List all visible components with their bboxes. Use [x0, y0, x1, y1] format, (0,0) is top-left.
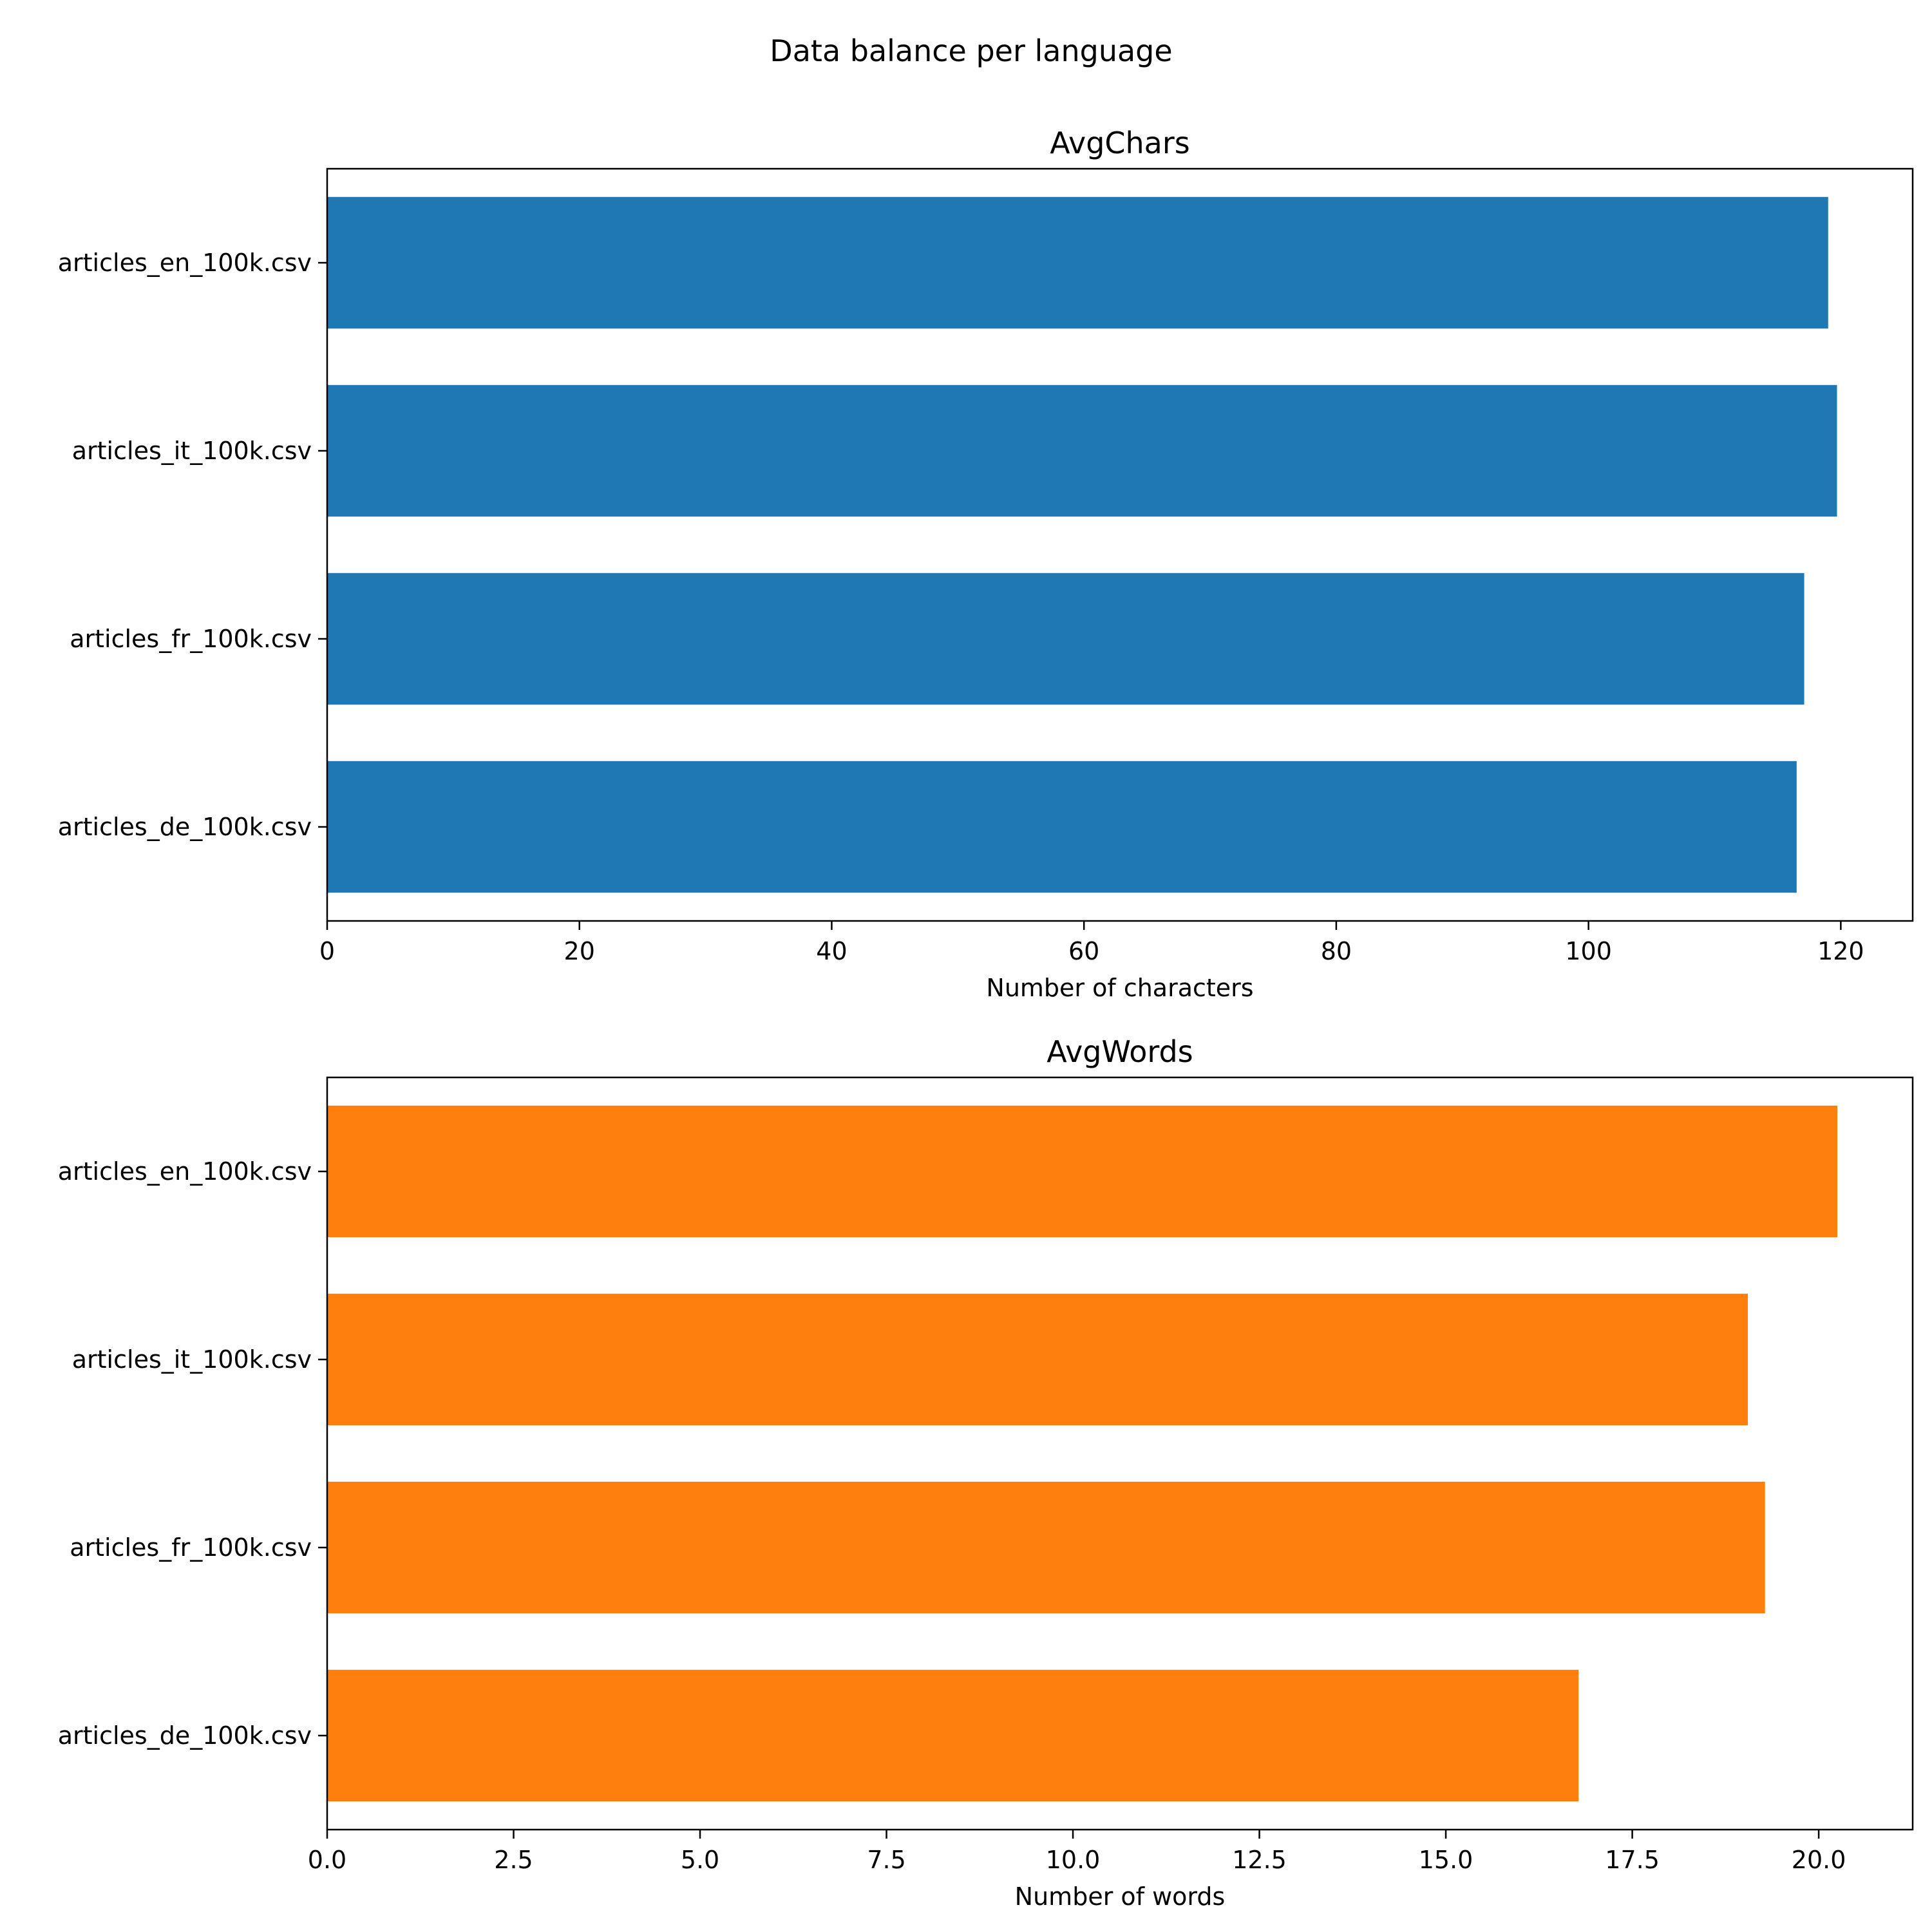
subplot-2: AvgWords articles_en_100k.csv articles_it_… — [58, 1034, 1914, 1911]
x-axis-label: Number of words — [1015, 1882, 1226, 1911]
bar — [327, 196, 1828, 329]
x-tick-label: 17.5 — [1605, 1846, 1660, 1874]
figure-suptitle: Data balance per language — [770, 33, 1172, 68]
x-tick-label: 12.5 — [1232, 1846, 1287, 1874]
x-tick-label: 5.0 — [681, 1846, 719, 1874]
x-tick-label: 120 — [1817, 937, 1864, 965]
y-tick-label: articles_de_100k.csv — [58, 813, 312, 841]
subplot-title: AvgChars — [1050, 126, 1190, 160]
bar — [327, 1293, 1748, 1426]
x-axis-label: Number of characters — [986, 974, 1253, 1002]
x-tick-label: 20.0 — [1792, 1846, 1846, 1874]
bar — [327, 761, 1797, 893]
x-tick-label: 40 — [816, 937, 847, 965]
y-tick-label: articles_fr_100k.csv — [70, 1533, 312, 1562]
y-tick-label: articles_en_100k.csv — [58, 1157, 312, 1186]
y-tick-label: articles_de_100k.csv — [58, 1721, 312, 1750]
x-tick-label: 20 — [564, 937, 595, 965]
x-tick-label: 2.5 — [494, 1846, 533, 1874]
subplot-1: AvgChars articles_en_100k.csv articles_it_… — [58, 126, 1914, 1002]
plot-frame — [326, 167, 1914, 922]
x-tick-label: 15.0 — [1419, 1846, 1473, 1874]
y-tick-label: articles_fr_100k.csv — [70, 625, 312, 653]
y-tick-label: articles_it_100k.csv — [72, 1345, 312, 1374]
subplot-title: AvgWords — [1046, 1034, 1193, 1069]
bar — [327, 573, 1804, 705]
x-tick-label: 100 — [1565, 937, 1612, 965]
x-tick-label: 10.0 — [1046, 1846, 1101, 1874]
bar — [327, 1481, 1765, 1614]
bar — [327, 1669, 1579, 1802]
y-tick-label: articles_it_100k.csv — [72, 437, 312, 465]
plot-frame — [326, 1076, 1914, 1831]
x-tick-label: 80 — [1321, 937, 1352, 965]
x-tick-label: 0 — [319, 937, 335, 965]
x-tick-label: 0.0 — [308, 1846, 346, 1874]
x-tick-label: 60 — [1068, 937, 1099, 965]
bar — [327, 1105, 1838, 1238]
x-tick-label: 7.5 — [867, 1846, 905, 1874]
bar — [327, 384, 1837, 517]
y-tick-label: articles_en_100k.csv — [58, 249, 312, 277]
